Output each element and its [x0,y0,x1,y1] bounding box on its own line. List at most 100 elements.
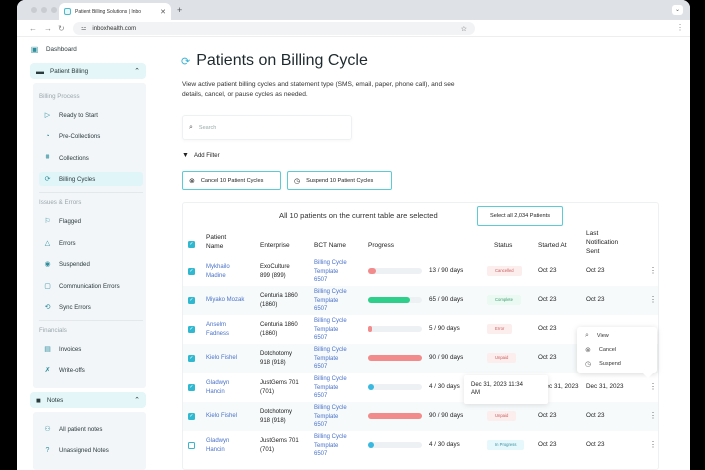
patient-name-link[interactable]: Mykhailo Madine [206,263,230,280]
row-checkbox[interactable]: ✓ [188,355,195,362]
url-input[interactable]: ⚍ inboxhealth.com ☆ [73,22,475,35]
users-icon: ⚇ [44,426,51,433]
site-settings-icon[interactable]: ⚍ [81,26,87,32]
header-started-at[interactable]: Started At [538,242,567,249]
more-actions-icon[interactable]: ⋮ [649,382,657,391]
row-checkbox[interactable] [188,442,195,449]
sidebar-item-unassigned-notes[interactable]: ? Unassigned Notes [39,443,143,457]
row-checkbox[interactable]: ✓ [188,413,195,420]
invoice-icon: ▤ [44,346,51,353]
suspend-cycles-button[interactable]: ◷ Suspend 10 Patient Cycles [287,171,392,190]
sidebar-item-flagged[interactable]: ⚐ Flagged [39,214,143,228]
header-enterprise[interactable]: Enterprise [260,242,290,249]
more-actions-icon[interactable]: ⋮ [649,440,657,449]
browser-tab[interactable]: Patient Billing Solutions | Inbo ✕ [59,3,171,20]
header-status[interactable]: Status [494,242,513,249]
enterprise-cell: ExoCulture 899 (899) [260,263,290,280]
bct-text: Billing Cycle [314,347,347,353]
header-patient-name[interactable]: Patient Name [206,233,226,251]
table-row[interactable]: ✓ Gladwyn Hancin JustGems 701 (701) Billing C… [183,373,658,402]
sidebar-item-communication-errors[interactable]: ▢ Communication Errors [39,279,143,293]
table-row[interactable]: ✓ Anselm Fadness Centuria 1860 (1860) Billing… [183,315,658,344]
tooltip-text: AM [471,390,480,396]
progress-bar [368,297,422,303]
new-tab-icon[interactable]: + [177,5,183,15]
billing-cycle-icon: ⟳ [181,55,191,68]
patient-name-link[interactable]: Kielo Fishel [206,412,237,421]
sidebar-item-collections[interactable]: ⩩ Collections [39,151,143,165]
table-row[interactable]: ✓ Kielo Fishel Dotchotomy 918 (918) Billing … [183,402,658,431]
page-title-text: Patients on Billing Cycle [196,52,368,69]
row-checkbox[interactable]: ✓ [188,268,195,275]
enterprise-text: Centuria 1860 [260,322,298,328]
help-circle-icon: ? [45,446,50,454]
cancel-cycles-button[interactable]: ⊗ Cancel 10 Patient Cycles [182,171,281,190]
sidebar-section-patient-billing[interactable]: ▬ Patient Billing ⌃ [30,63,146,79]
chevron-up-icon[interactable]: ⌃ [134,397,140,404]
more-actions-icon[interactable]: ⋮ [649,411,657,420]
enterprise-cell: Dotchotomy 918 (918) [260,350,292,367]
sidebar-section-notes[interactable]: ■ Notes ⌃ [30,392,146,408]
bct-name-link[interactable]: Billing Cycle Template 6507 [314,317,347,343]
sidebar-item-errors[interactable]: △ Errors [39,236,143,250]
browser-menu-icon[interactable]: ⋮ [676,23,684,32]
bct-name-link[interactable]: Billing Cycle Template 6507 [314,375,347,401]
chevron-up-icon[interactable]: ⌃ [134,68,140,75]
add-filter-button[interactable]: ▼ Add Filter [182,152,220,159]
header-progress[interactable]: Progress [368,242,395,249]
menu-item-view[interactable]: ⌕ View [585,332,609,340]
sidebar-item-pre-collections[interactable]: ◔ Pre-Collections [39,129,143,143]
patient-name-link[interactable]: Anselm Fadness [206,321,229,338]
bookmark-star-icon[interactable]: ☆ [460,25,467,33]
forward-icon[interactable]: → [44,24,52,33]
header-last-notification[interactable]: Last Notification Sent [586,229,618,256]
patient-name-text: Madine [206,272,226,279]
sidebar-item-ready-to-start[interactable]: ▷ Ready to Start [39,108,143,122]
sidebar-item-all-patient-notes[interactable]: ⚇ All patient notes [39,422,143,436]
table-row[interactable]: ✓ Mykhailo Madine ExoCulture 899 (899) Billin… [183,257,658,286]
bct-text: Billing Cycle [314,376,347,382]
select-all-button[interactable]: Select all 2,034 Patients [477,206,563,226]
bct-name-link[interactable]: Billing Cycle Template 6507 [314,288,347,314]
patient-name-link[interactable]: Miyako Mozak [206,296,244,305]
close-tab-icon[interactable]: ✕ [160,8,166,16]
bct-name-link[interactable]: Billing Cycle Template 6507 [314,259,347,285]
tab-dropdown-icon[interactable]: ⌄ [672,5,683,15]
search-input[interactable]: ⌕ Search [182,115,352,140]
sidebar-item-invoices[interactable]: ▤ Invoices [39,342,143,356]
patient-name-text: Fadness [206,330,230,337]
bct-text: 6507 [314,306,328,312]
more-actions-icon[interactable]: ⋮ [649,266,657,275]
bct-name-link[interactable]: Billing Cycle Template 6507 [314,404,347,430]
warning-icon: △ [44,240,51,247]
patient-name-link[interactable]: Gladwyn Hancin [206,379,229,396]
window-controls[interactable] [31,7,57,13]
more-actions-icon[interactable]: ⋮ [649,295,657,304]
table-row[interactable]: ✓ Miyako Mozak Centuria 1860 (1860) Billing … [183,286,658,315]
reload-icon[interactable]: ↻ [58,24,65,33]
patient-name-link[interactable]: Gladwyn Hancin [206,437,229,454]
header-bct-name[interactable]: BCT Name [314,242,347,249]
bct-name-link[interactable]: Billing Cycle Template 6507 [314,346,347,372]
sidebar-item-label: All patient notes [59,425,103,433]
sidebar-item-dashboard[interactable]: ▣ Dashboard [30,42,77,56]
sidebar-item-suspended[interactable]: ◉ Suspended [39,257,143,271]
row-checkbox[interactable]: ✓ [188,326,195,333]
sidebar-item-label: Pre-Collections [59,132,101,140]
tab-bar: Patient Billing Solutions | Inbo ✕ + ⌄ [17,0,690,20]
sidebar-item-write-offs[interactable]: ✗ Write-offs [39,363,143,377]
back-icon[interactable]: ← [29,24,37,33]
row-checkbox[interactable]: ✓ [188,384,195,391]
bct-name-link[interactable]: Billing Cycle Template 6507 [314,433,347,459]
header-text: Sent [586,248,600,255]
menu-item-cancel[interactable]: ⊗ Cancel [585,346,616,354]
table-row[interactable]: Gladwyn Hancin JustGems 701 (701) Billing Cy… [183,431,658,460]
sidebar-item-billing-cycles[interactable]: ⟳ Billing Cycles [39,172,143,186]
patient-name-link[interactable]: Kielo Fishel [206,354,237,363]
billing-process-label: Billing Process [39,93,80,100]
row-checkbox[interactable]: ✓ [188,297,195,304]
select-all-checkbox[interactable]: ✓ [188,241,195,248]
bct-text: 6507 [314,451,328,457]
menu-item-suspend[interactable]: ◷ Suspend [585,360,621,368]
sidebar-item-sync-errors[interactable]: ⟲ Sync Errors [39,300,143,314]
